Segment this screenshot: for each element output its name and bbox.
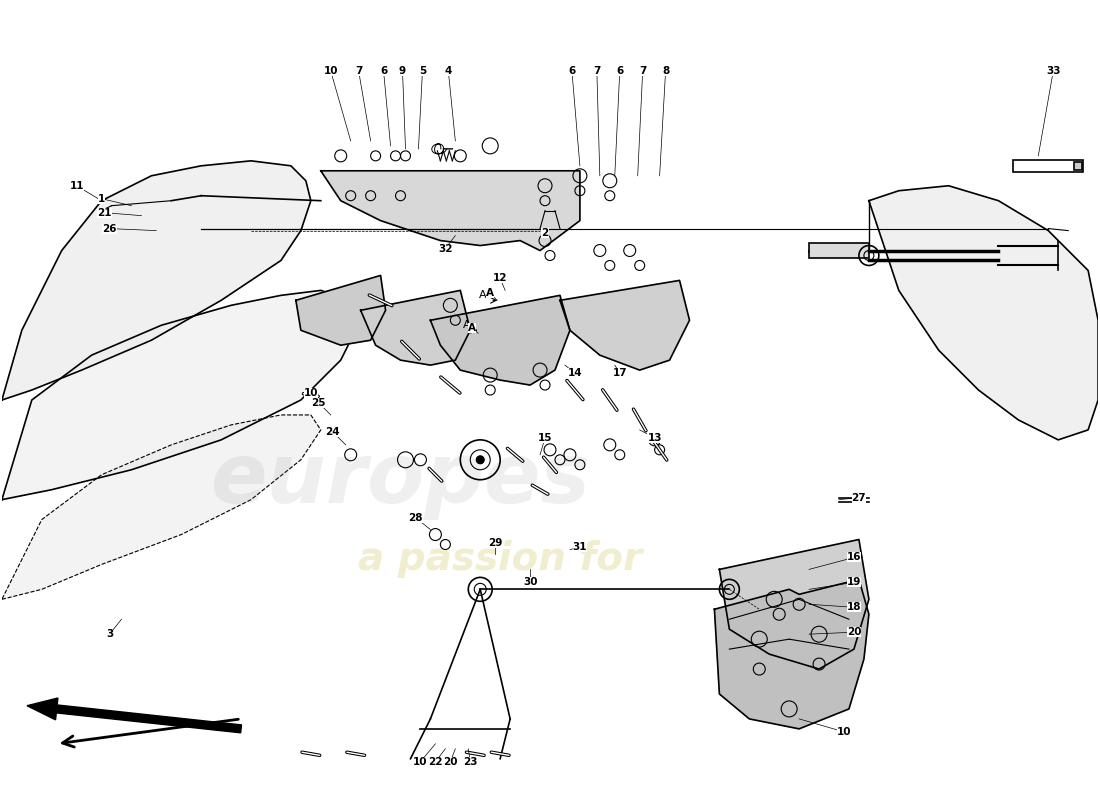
Text: 15: 15 xyxy=(538,433,552,443)
FancyArrow shape xyxy=(28,698,242,733)
Polygon shape xyxy=(714,579,869,729)
Text: A: A xyxy=(469,323,476,334)
Text: a passion for: a passion for xyxy=(359,541,642,578)
Text: 21: 21 xyxy=(97,208,112,218)
Text: 18: 18 xyxy=(847,602,861,612)
Text: 1: 1 xyxy=(98,194,106,204)
Text: 24: 24 xyxy=(326,427,340,437)
Text: 10: 10 xyxy=(414,757,428,766)
Polygon shape xyxy=(2,161,311,400)
Circle shape xyxy=(476,456,484,464)
Polygon shape xyxy=(560,281,690,370)
Text: 6: 6 xyxy=(616,66,624,76)
Polygon shape xyxy=(321,170,580,250)
Text: 33: 33 xyxy=(1046,66,1060,76)
Text: 12: 12 xyxy=(493,274,507,283)
Text: 8: 8 xyxy=(662,66,669,76)
Text: 3: 3 xyxy=(106,629,113,639)
Text: europes: europes xyxy=(210,439,591,520)
Text: 30: 30 xyxy=(522,578,537,587)
Polygon shape xyxy=(430,295,570,385)
Text: 11: 11 xyxy=(69,181,84,190)
Text: 10: 10 xyxy=(837,727,851,737)
Text: A: A xyxy=(486,288,494,298)
Text: 7: 7 xyxy=(355,66,362,76)
Text: 31: 31 xyxy=(573,542,587,553)
Text: 7: 7 xyxy=(593,66,601,76)
Text: 6: 6 xyxy=(569,66,575,76)
Bar xyxy=(1075,162,1082,170)
Bar xyxy=(1013,160,1084,172)
Text: 7: 7 xyxy=(639,66,647,76)
Text: 25: 25 xyxy=(311,398,326,408)
Text: 14: 14 xyxy=(568,368,582,378)
Text: 22: 22 xyxy=(428,757,442,766)
Text: A: A xyxy=(478,290,486,300)
Text: 29: 29 xyxy=(488,538,503,547)
Text: 23: 23 xyxy=(463,757,477,766)
Text: 19: 19 xyxy=(847,578,861,587)
Polygon shape xyxy=(2,290,361,500)
Text: 27: 27 xyxy=(851,493,866,502)
Polygon shape xyxy=(719,539,869,669)
Polygon shape xyxy=(2,415,321,599)
Text: 20: 20 xyxy=(443,757,458,766)
Text: 26: 26 xyxy=(102,223,117,234)
Text: 4: 4 xyxy=(444,66,452,76)
Text: 13: 13 xyxy=(648,433,662,443)
Text: 6: 6 xyxy=(379,66,387,76)
Text: 16: 16 xyxy=(847,553,861,562)
Text: 17: 17 xyxy=(613,368,627,378)
Text: A: A xyxy=(462,320,470,330)
Text: 10: 10 xyxy=(323,66,338,76)
Text: 5: 5 xyxy=(419,66,426,76)
Bar xyxy=(810,243,869,258)
Polygon shape xyxy=(869,186,1098,440)
Text: 2: 2 xyxy=(541,227,549,238)
Text: 10: 10 xyxy=(304,388,318,398)
Polygon shape xyxy=(296,275,386,345)
Text: 32: 32 xyxy=(438,243,452,254)
Text: 28: 28 xyxy=(408,513,422,522)
Text: 20: 20 xyxy=(847,627,861,637)
Polygon shape xyxy=(361,290,471,365)
Text: 9: 9 xyxy=(399,66,406,76)
